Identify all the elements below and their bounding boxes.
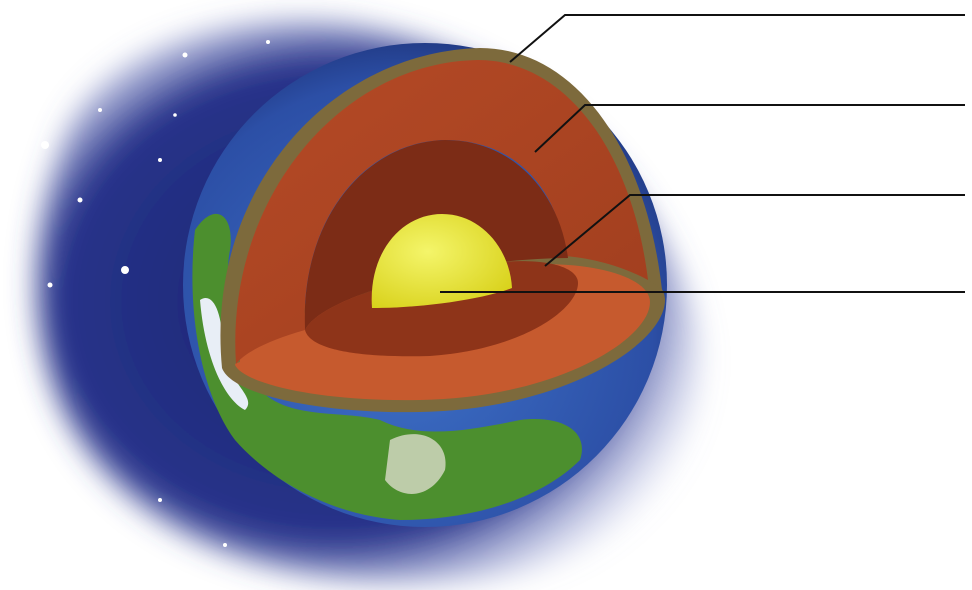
star xyxy=(182,52,188,58)
star xyxy=(121,266,129,274)
star xyxy=(173,113,177,117)
star xyxy=(77,197,83,203)
mantle-vertical xyxy=(235,60,649,364)
continents xyxy=(192,213,582,520)
stars xyxy=(41,40,270,547)
star xyxy=(158,158,162,162)
leader-line-mantle xyxy=(534,104,965,153)
leader-lines xyxy=(440,14,965,293)
star xyxy=(266,40,270,44)
star xyxy=(47,282,53,288)
terrain xyxy=(385,434,446,494)
star xyxy=(98,108,102,112)
star xyxy=(223,543,227,547)
star xyxy=(158,498,162,502)
leader-line-crust xyxy=(509,14,965,63)
inner-core xyxy=(371,214,512,308)
leader-line-outer-core xyxy=(544,194,965,267)
star xyxy=(41,141,49,149)
